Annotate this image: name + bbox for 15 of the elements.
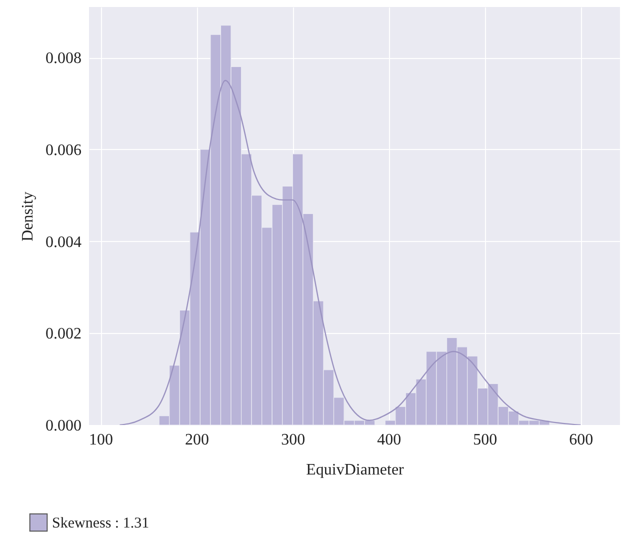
y-axis-title: Density (20, 192, 36, 242)
x-tick-label: 200 (185, 432, 210, 448)
y-tick-label: 0.002 (46, 326, 82, 343)
x-tick-label: 400 (377, 432, 402, 448)
x-axis-title: EquivDiameter (306, 462, 405, 478)
y-tick-label: 0.000 (46, 418, 82, 434)
y-tick-label: 0.006 (46, 142, 82, 159)
x-tick-label: 500 (473, 432, 498, 448)
legend-label: Skewness : 1.31 (52, 516, 150, 532)
y-tick-label: 0.004 (46, 234, 82, 251)
line-series (119, 80, 582, 425)
x-tick-label: 300 (281, 432, 306, 448)
y-tick-label: 0.008 (46, 50, 82, 68)
x-tick-label: 100 (89, 432, 114, 448)
x-tick-label: 600 (569, 432, 594, 448)
